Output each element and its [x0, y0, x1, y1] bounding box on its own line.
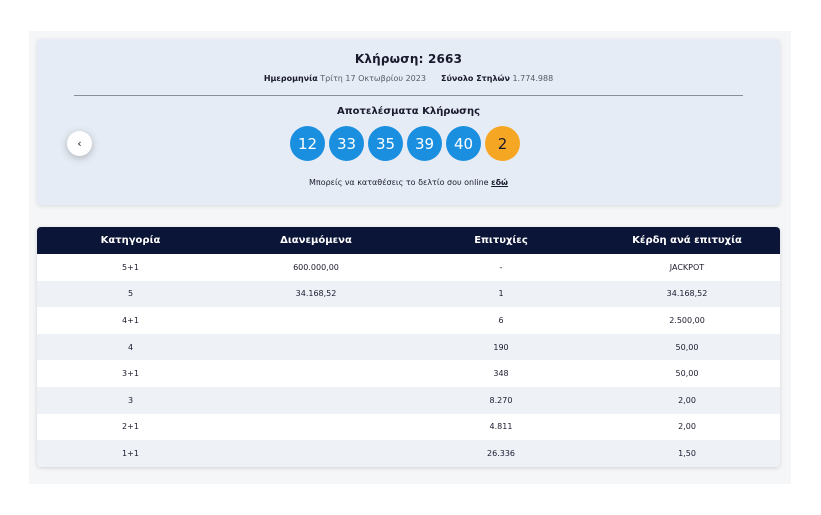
cell-prize: 1,50 [678, 448, 696, 458]
cell-category: 5 [127, 289, 134, 299]
cell-category: 2+1 [122, 422, 139, 432]
cell-prize: 2,00 [678, 422, 696, 432]
number-ball: 12 [290, 126, 325, 161]
table-header-row: Κατηγορία Διανεμόμενα Επιτυχίες Κέρδη αν… [37, 227, 780, 254]
cell-winners: 1 [498, 289, 504, 299]
table-row: 5+1 600.000,00 - JACKPOT [37, 254, 780, 281]
table-row: 3 8.270 2,00 [37, 386, 780, 414]
cell-prize: JACKPOT [669, 262, 705, 272]
cell-category: 4+1 [122, 315, 139, 325]
online-betting-line: Μπορείς να καταθέσεις το δελτίο σου onli… [37, 178, 780, 187]
header-category: Κατηγορία [100, 235, 161, 246]
header-prize-per-winner: Κέρδη ανά επιτυχία [632, 235, 742, 246]
table-row: 1+1 26.336 1,50 [37, 440, 780, 467]
cell-winners: 26.336 [487, 448, 515, 458]
table-row: 3+1 348 50,00 [37, 360, 780, 387]
cell-distributed [224, 334, 408, 361]
online-link[interactable]: εδώ [491, 178, 509, 187]
online-text: Μπορείς να καταθέσεις το δελτίο σου onli… [308, 178, 489, 187]
winning-numbers: 12 33 35 39 40 2 [290, 126, 524, 162]
cell-distributed [224, 414, 408, 441]
cell-distributed: 600.000,00 [293, 262, 339, 272]
table-row: 5 34.168,52 1 34.168,52 [37, 280, 780, 308]
header-distributed: Διανεμόμενα [280, 235, 352, 246]
chevron-left-icon: ‹ [77, 137, 82, 150]
table-row: 4 190 50,00 [37, 333, 780, 361]
prize-table-container: Κατηγορία Διανεμόμενα Επιτυχίες Κέρδη αν… [37, 227, 780, 467]
cell-distributed [224, 387, 408, 414]
cell-prize: 2,00 [678, 395, 696, 405]
previous-draw-button[interactable]: ‹ [67, 131, 92, 156]
number-ball: 40 [446, 126, 481, 161]
cell-category: 4 [127, 342, 134, 352]
cell-category: 3+1 [122, 369, 139, 379]
number-ball: 35 [368, 126, 403, 161]
cell-distributed: 34.168,52 [295, 289, 337, 299]
bonus-ball: 2 [485, 126, 520, 161]
table-row: 4+1 6 2.500,00 [37, 307, 780, 334]
number-ball: 39 [407, 126, 442, 161]
prize-table: Κατηγορία Διανεμόμενα Επιτυχίες Κέρδη αν… [37, 227, 780, 467]
cell-category: 1+1 [122, 448, 139, 458]
cell-winners: 6 [498, 315, 504, 325]
cell-distributed [224, 307, 408, 334]
cell-prize: 50,00 [675, 369, 699, 379]
date-value: Τρίτη 17 Οκτωβρίου 2023 [320, 74, 426, 83]
columns-label: Σύνολο Στηλών [441, 74, 510, 83]
table-row: 2+1 4.811 2,00 [37, 413, 780, 441]
cell-winners: 8.270 [489, 395, 513, 405]
date-label: Ημερομηνία [263, 74, 318, 83]
results-title: Αποτελέσματα Κλήρωσης [337, 106, 480, 117]
cell-distributed [224, 360, 408, 387]
number-ball: 33 [329, 126, 364, 161]
cell-winners: 190 [493, 342, 509, 352]
cell-category: 3 [127, 395, 134, 405]
cell-winners: - [499, 262, 503, 272]
columns-value: 1.774.988 [512, 74, 554, 83]
cell-category: 5+1 [122, 262, 139, 272]
cell-winners: 4.811 [489, 422, 513, 432]
cell-winners: 348 [493, 369, 509, 379]
divider [74, 95, 743, 96]
header-winners: Επιτυχίες [474, 235, 528, 246]
cell-prize: 2.500,00 [669, 315, 705, 325]
draw-results-card: Κλήρωση: 2663 Ημερομηνία Τρίτη 17 Οκτωβρ… [37, 39, 780, 205]
cell-prize: 34.168,52 [666, 289, 708, 299]
draw-title: Κλήρωση: 2663 [354, 52, 463, 66]
draw-meta: Ημερομηνία Τρίτη 17 Οκτωβρίου 2023 Σύνολ… [37, 74, 780, 83]
cell-prize: 50,00 [675, 342, 699, 352]
cell-distributed [224, 440, 408, 467]
